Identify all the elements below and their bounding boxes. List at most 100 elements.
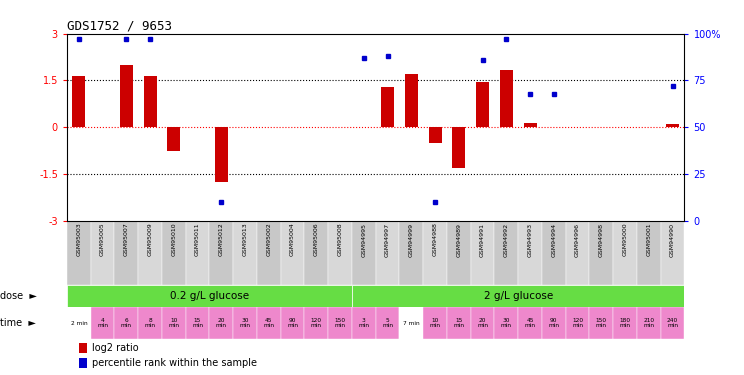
Bar xyxy=(233,220,257,285)
Bar xyxy=(565,307,589,339)
Text: GSM94992: GSM94992 xyxy=(504,222,509,256)
Text: 150
min: 150 min xyxy=(596,318,607,328)
Text: GSM95010: GSM95010 xyxy=(171,222,176,256)
Bar xyxy=(637,307,661,339)
Bar xyxy=(400,220,423,285)
Bar xyxy=(304,220,328,285)
Bar xyxy=(429,127,442,143)
Text: 90
min: 90 min xyxy=(287,318,298,328)
Bar xyxy=(452,127,466,168)
Bar xyxy=(666,124,679,127)
Bar xyxy=(495,307,519,339)
Bar xyxy=(381,87,394,127)
Bar xyxy=(91,220,115,285)
Text: 4
min: 4 min xyxy=(97,318,108,328)
Bar xyxy=(519,220,542,285)
Bar xyxy=(80,343,87,353)
Text: 180
min: 180 min xyxy=(620,318,631,328)
Bar xyxy=(589,220,613,285)
Text: 0.2 g/L glucose: 0.2 g/L glucose xyxy=(170,291,249,301)
Text: dose  ►: dose ► xyxy=(0,291,37,301)
Text: 2 g/L glucose: 2 g/L glucose xyxy=(484,291,553,301)
Bar xyxy=(138,220,162,285)
Text: GDS1752 / 9653: GDS1752 / 9653 xyxy=(67,20,172,33)
Bar xyxy=(115,220,138,285)
Bar xyxy=(637,220,661,285)
Bar xyxy=(661,220,684,285)
Bar xyxy=(120,65,133,127)
Bar xyxy=(210,220,233,285)
Bar xyxy=(376,307,400,339)
Bar xyxy=(67,285,352,307)
Text: 8
min: 8 min xyxy=(144,318,155,328)
Text: GSM94995: GSM94995 xyxy=(362,222,366,256)
Text: GSM95003: GSM95003 xyxy=(77,222,81,256)
Text: GSM95012: GSM95012 xyxy=(219,222,224,256)
Bar xyxy=(280,307,304,339)
Text: GSM94999: GSM94999 xyxy=(409,222,414,256)
Bar xyxy=(495,220,519,285)
Bar xyxy=(613,220,637,285)
Text: log2 ratio: log2 ratio xyxy=(92,343,138,353)
Bar xyxy=(565,220,589,285)
Bar xyxy=(447,220,471,285)
Bar xyxy=(589,307,613,339)
Bar xyxy=(471,220,495,285)
Bar xyxy=(328,307,352,339)
Bar xyxy=(215,127,228,182)
Text: 6
min: 6 min xyxy=(121,318,132,328)
Text: 120
min: 120 min xyxy=(572,318,583,328)
Text: time  ►: time ► xyxy=(0,318,36,328)
Bar xyxy=(471,307,495,339)
Text: GSM95002: GSM95002 xyxy=(266,222,272,256)
Text: 15
min: 15 min xyxy=(192,318,203,328)
Bar xyxy=(661,307,684,339)
Text: GSM94993: GSM94993 xyxy=(527,222,533,256)
Bar xyxy=(257,307,280,339)
Text: 240
min: 240 min xyxy=(667,318,679,328)
Bar xyxy=(144,76,157,127)
Text: GSM94991: GSM94991 xyxy=(480,222,485,256)
Bar xyxy=(352,285,684,307)
Bar xyxy=(233,307,257,339)
Text: 90
min: 90 min xyxy=(548,318,559,328)
Bar xyxy=(67,307,91,339)
Bar xyxy=(67,220,91,285)
Bar xyxy=(162,220,186,285)
Bar xyxy=(519,307,542,339)
Text: GSM94998: GSM94998 xyxy=(599,222,604,256)
Text: 45
min: 45 min xyxy=(525,318,536,328)
Bar xyxy=(80,358,87,368)
Text: 20
min: 20 min xyxy=(477,318,488,328)
Bar xyxy=(400,307,423,339)
Text: GSM95004: GSM95004 xyxy=(290,222,295,256)
Bar xyxy=(405,74,418,127)
Text: 5
min: 5 min xyxy=(382,318,393,328)
Bar xyxy=(613,307,637,339)
Bar xyxy=(524,123,536,127)
Bar xyxy=(186,220,210,285)
Text: 30
min: 30 min xyxy=(501,318,512,328)
Bar xyxy=(376,220,400,285)
Bar xyxy=(476,82,489,127)
Text: 150
min: 150 min xyxy=(335,318,346,328)
Text: GSM95005: GSM95005 xyxy=(100,222,105,256)
Text: 45
min: 45 min xyxy=(263,318,275,328)
Text: GSM95007: GSM95007 xyxy=(124,222,129,256)
Bar xyxy=(162,307,186,339)
Text: 10
min: 10 min xyxy=(429,318,440,328)
Bar xyxy=(304,307,328,339)
Text: 30
min: 30 min xyxy=(240,318,251,328)
Text: GSM95009: GSM95009 xyxy=(147,222,153,256)
Bar xyxy=(328,220,352,285)
Text: 15
min: 15 min xyxy=(453,318,464,328)
Text: GSM94996: GSM94996 xyxy=(575,222,580,256)
Bar xyxy=(542,220,565,285)
Text: GSM95006: GSM95006 xyxy=(314,222,319,256)
Text: GSM94994: GSM94994 xyxy=(551,222,557,256)
Bar xyxy=(138,307,162,339)
Text: percentile rank within the sample: percentile rank within the sample xyxy=(92,358,257,368)
Bar xyxy=(257,220,280,285)
Text: 2 min: 2 min xyxy=(71,321,87,326)
Bar xyxy=(447,307,471,339)
